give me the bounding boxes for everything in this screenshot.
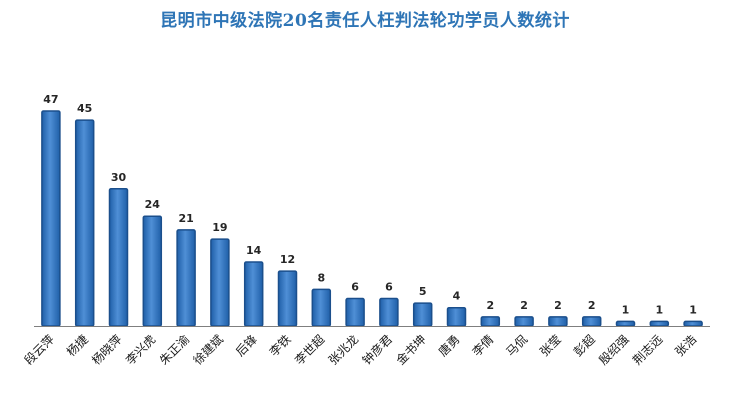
category-tick-label: 徐建斌: [190, 332, 226, 368]
data-label: 6: [385, 281, 393, 294]
bar-后锋: [243, 261, 264, 327]
bar-朱正渝: [176, 229, 196, 327]
category-tick-label: 张兆龙: [326, 332, 361, 367]
bar-马侃: [514, 316, 534, 327]
bar-杨捷: [74, 119, 95, 327]
category-tick-label: 李铁: [266, 332, 294, 360]
category-tick-label: 李倩: [469, 332, 497, 360]
data-label: 2: [486, 299, 494, 312]
bar-张莹: [548, 316, 568, 327]
data-label: 1: [622, 303, 630, 316]
bar-彭超: [581, 316, 602, 327]
bar-钟彦君: [379, 297, 399, 327]
category-tick-label: 李世超: [291, 332, 327, 368]
bars-layer: [41, 110, 703, 327]
bar-段云萍: [41, 110, 61, 327]
bar-杨晓萍: [108, 188, 129, 327]
chart-title: 昆明市中级法院20名责任人枉判法轮功学员人数统计: [160, 11, 570, 31]
data-label: 2: [588, 299, 596, 312]
data-label: 8: [317, 271, 325, 284]
bar-张浩: [683, 320, 703, 327]
category-tick-label: 唐勇: [435, 332, 463, 360]
bar-唐勇: [446, 306, 467, 327]
category-tick-label: 李兴虎: [122, 332, 158, 368]
category-tick-label: 后锋: [233, 332, 260, 359]
data-label: 4: [453, 290, 461, 303]
category-tick-label: 殷绍强: [596, 332, 631, 367]
data-label: 24: [145, 198, 161, 211]
data-label: 1: [655, 303, 663, 316]
bar-殷绍强: [615, 320, 636, 327]
bar-徐建斌: [210, 238, 230, 327]
category-tick-label: 杨捷: [63, 332, 91, 360]
data-label: 1: [689, 303, 697, 316]
category-tick-label: 杨晓萍: [89, 332, 125, 368]
data-label: 2: [554, 299, 562, 312]
data-label: 6: [351, 281, 359, 294]
data-label: 21: [178, 212, 193, 225]
category-tick-label: 段云萍: [21, 332, 57, 368]
data-label: 19: [212, 221, 227, 234]
category-tick-label: 马侃: [503, 332, 530, 359]
category-labels-layer: 段云萍 杨捷杨晓萍李兴虎朱正渝徐建斌 后锋 李铁李世超张兆龙钟彦君金书坤 唐勇 李倩 马侃张…: [21, 332, 699, 368]
data-label: 47: [43, 93, 58, 106]
category-tick-label: 朱正渝: [156, 332, 192, 368]
data-label: 5: [419, 285, 427, 298]
category-tick-label: 荆志远: [630, 332, 665, 367]
data-label: 2: [520, 299, 528, 312]
category-tick-label: 张莹: [537, 332, 564, 359]
category-tick-label: 金书坤: [393, 332, 429, 368]
category-tick-label: 彭超: [570, 332, 598, 360]
bar-荆志远: [649, 320, 670, 327]
data-label: 45: [77, 102, 92, 115]
data-label: 30: [111, 171, 127, 184]
bar-张兆龙: [345, 297, 365, 327]
bar-李世超: [311, 288, 332, 327]
data-label: 14: [246, 244, 262, 257]
bar-金书坤: [412, 302, 433, 327]
bar-李倩: [480, 316, 501, 327]
bar-李铁: [277, 270, 298, 327]
category-tick-label: 钟彦君: [359, 332, 395, 368]
bar-李兴虎: [142, 215, 163, 327]
category-tick-label: 张浩: [672, 332, 699, 359]
data-label: 12: [280, 253, 295, 266]
